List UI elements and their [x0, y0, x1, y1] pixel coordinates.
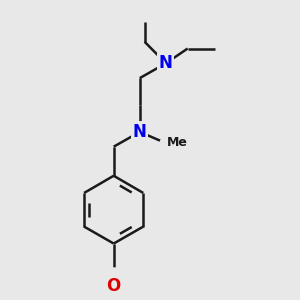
Text: O: O: [106, 277, 121, 295]
Text: N: N: [133, 123, 147, 141]
Text: N: N: [159, 54, 173, 72]
Text: Me: Me: [167, 136, 188, 149]
